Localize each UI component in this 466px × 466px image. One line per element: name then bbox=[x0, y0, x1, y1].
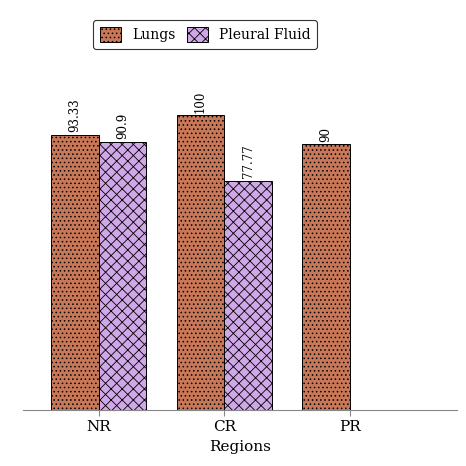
Bar bbox=[177, 115, 224, 410]
Bar bbox=[51, 135, 99, 410]
Bar bbox=[302, 144, 350, 410]
Text: 77.77: 77.77 bbox=[242, 144, 254, 178]
X-axis label: Regions: Regions bbox=[209, 440, 271, 454]
Text: 93.33: 93.33 bbox=[69, 98, 81, 132]
Bar bbox=[99, 142, 146, 410]
Text: 90.9: 90.9 bbox=[116, 113, 129, 139]
Text: 100: 100 bbox=[194, 90, 207, 113]
Text: 90: 90 bbox=[320, 127, 333, 142]
Legend: Lungs, Pleural Fluid: Lungs, Pleural Fluid bbox=[93, 21, 317, 49]
Bar bbox=[224, 180, 272, 410]
